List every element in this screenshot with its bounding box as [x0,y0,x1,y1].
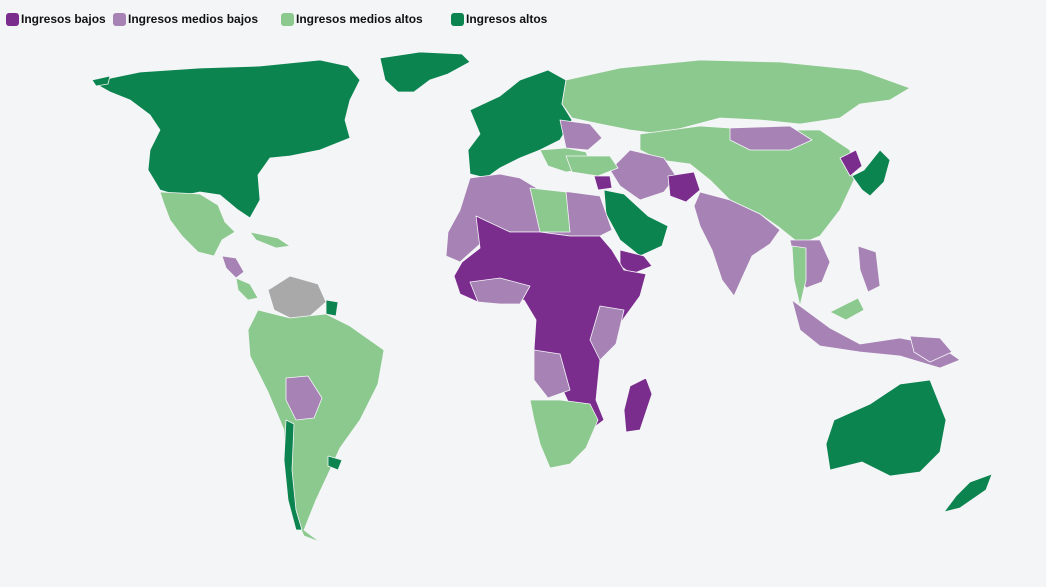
region-libya[interactable] [529,187,571,233]
region-mongolia[interactable] [729,125,813,151]
region-central-america [159,191,291,301]
region-middle-east [593,171,701,275]
legend-label-high-income: Ingresos altos [466,12,548,26]
legend-item-low-income[interactable]: Ingresos bajos [6,12,113,26]
region-south-america [247,275,385,543]
legend: Ingresos bajos Ingresos medios bajos Ing… [6,10,571,28]
legend-swatch-upper-middle-income [281,12,294,26]
region-caucasus-central-asia-lmi[interactable] [609,149,677,201]
region-north-korea[interactable] [839,149,863,177]
region-angola-lmi[interactable] [533,349,571,399]
region-russia-asia [561,59,911,245]
region-north-america [91,51,471,219]
region-brazil-and-neighbors[interactable] [247,309,385,543]
region-central-america-lmi[interactable] [221,255,245,279]
region-guiana-high[interactable] [325,299,339,317]
legend-swatch-lower-middle-income [113,12,126,26]
region-australia[interactable] [825,379,947,477]
region-east-asia [839,149,891,197]
legend-swatch-high-income [451,12,464,26]
region-uruguay[interactable] [327,455,343,471]
region-thailand[interactable] [791,245,807,307]
legend-label-upper-middle-income: Ingresos medios altos [296,12,423,26]
legend-item-upper-middle-income[interactable]: Ingresos medios altos [281,12,451,26]
legend-item-lower-middle-income[interactable]: Ingresos medios bajos [113,12,281,26]
legend-swatch-low-income [6,12,19,26]
region-mexico[interactable] [159,191,236,257]
legend-label-low-income: Ingresos bajos [21,12,106,26]
region-oceania [825,335,993,513]
region-alaska-islands[interactable] [91,75,111,87]
region-central-america-umi[interactable] [235,277,259,301]
region-western-europe-high[interactable] [467,69,573,179]
region-new-zealand[interactable] [943,473,993,513]
region-russia[interactable] [561,59,911,135]
region-southern-africa-umi[interactable] [529,399,599,469]
region-india-south-asia[interactable] [693,191,781,297]
region-east-africa-lmi[interactable] [589,305,625,361]
region-colombia-venezuela-nodata[interactable] [267,275,327,319]
legend-label-lower-middle-income: Ingresos medios bajos [128,12,259,26]
region-greenland[interactable] [379,51,471,93]
region-afghanistan[interactable] [667,171,701,203]
region-malaysia[interactable] [829,297,865,321]
region-eastern-europe-lmi[interactable] [559,119,603,151]
region-arabia-high[interactable] [603,189,669,257]
region-turkey[interactable] [565,155,619,177]
region-philippines[interactable] [857,245,881,293]
region-caribbean[interactable] [249,231,291,249]
region-sahel-low[interactable] [453,215,647,433]
region-png[interactable] [909,335,953,363]
region-bolivia-paraguay[interactable] [285,375,323,421]
region-syria[interactable] [593,175,613,191]
region-chile-uruguay-high[interactable] [283,419,303,531]
legend-item-high-income[interactable]: Ingresos altos [451,12,571,26]
region-canada-usa[interactable] [91,59,361,219]
region-west-africa-lmi[interactable] [469,277,531,305]
region-japan-korea[interactable] [851,149,891,197]
region-madagascar[interactable] [623,377,653,433]
region-africa [445,173,653,469]
